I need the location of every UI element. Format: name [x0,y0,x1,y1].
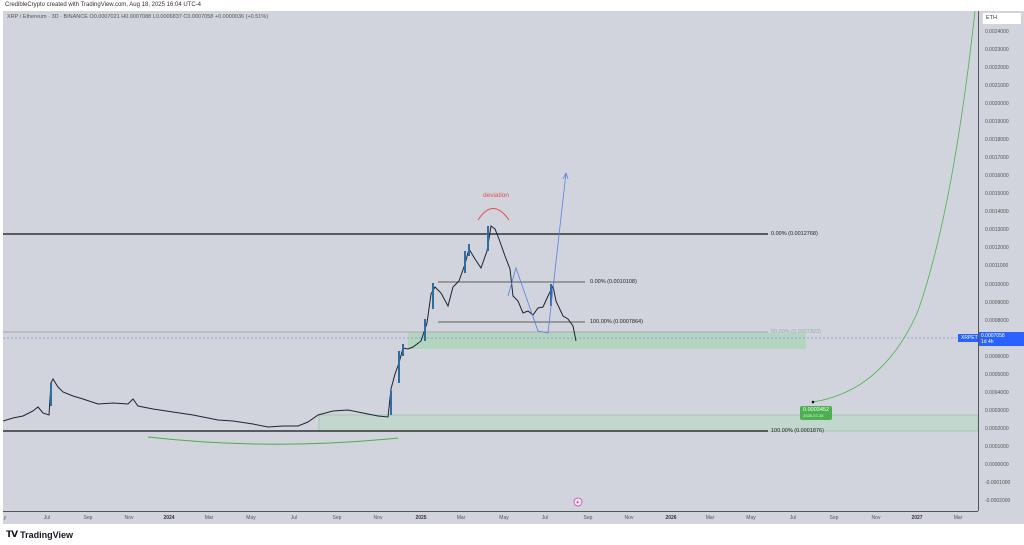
price-tick: 0.0023000 [985,46,1009,53]
price-tick: 0.0011000 [985,263,1009,270]
price-tick: 0.0002000 [985,425,1009,432]
price-tick: 0.0003000 [985,407,1009,414]
tradingview-logo-icon: 𝗧𝗩 [6,529,18,539]
price-tick: 0.0015000 [985,191,1009,198]
deviation-label: deviation [483,192,509,199]
price-tick: 0.0000000 [985,462,1009,468]
lower-zone [318,414,978,432]
time-tick: Mar [204,515,214,521]
chart-pane[interactable]: deviation ✦ 0.00% (0.0012768) 0.00% (0.0… [3,11,985,511]
tradingview-logo: 𝗧𝗩 TradingView [6,529,73,540]
time-tick: Sep [332,515,342,521]
price-tick: 0.0009000 [985,299,1009,306]
tradingview-logo-text: TradingView [20,529,73,540]
price-tick: -0.0002000 [985,498,1011,505]
time-tick: y [3,515,7,521]
time-tick: 2024 [163,515,175,521]
time-tick: Mar [456,515,466,521]
price-tick: 0.0021000 [985,82,1009,89]
time-tick: Mar [953,515,963,521]
price-tick: 0.0010000 [985,281,1009,288]
ohlc-open: O0.0007021 [89,14,120,20]
symbol-price-tag: XRPETH [958,334,985,342]
price-scale[interactable]: ETH 0.0024000 0.0023000 0.0022000 0.0021000… [978,11,1024,511]
time-tick: Sep [83,515,93,521]
price-tick: 0.0014000 [985,209,1009,216]
fib-label-local-100: 100.00% (0.0007864) [590,319,643,325]
price-tick: -0.0001000 [985,480,1011,487]
target-date: 2026-07-28 [803,413,824,418]
price-tick: 0.0008000 [985,317,1009,324]
time-tick: Nov [373,515,383,521]
svg-text:✦: ✦ [576,500,580,506]
price-tick: 0.0020000 [985,101,1009,107]
target-price-tag: 0.0003452 2026-07-28 [800,406,832,420]
time-tick: Jul [541,515,549,521]
currency-label: ETH [983,13,1021,24]
time-tick: May [499,515,509,521]
time-tick: Mar [705,515,715,521]
ohlc-high: H0.0007088 [121,14,152,20]
time-tick: 2026 [665,515,677,521]
price-tick: 0.0005000 [985,371,1009,378]
price-tick: 0.0012000 [985,245,1009,252]
price-tick: 0.0016000 [985,173,1009,180]
time-tick: 2027 [911,515,923,521]
fib-label-top-0: 0.00% (0.0012768) [771,231,818,237]
time-tick: May [246,515,256,521]
time-tick: Sep [583,515,593,521]
price-tick: 0.0017000 [985,155,1009,162]
time-axis[interactable]: y Jul Sep Nov 2024 Mar May Jul Sep Nov 2025 Mar May J… [3,511,978,525]
ohlc-close: C0.0007058 [183,14,214,20]
chart-frame: deviation ✦ 0.00% (0.0012768) 0.00% (0.0… [3,11,1024,524]
time-tick: Nov [124,515,134,521]
bar-countdown: 1d 4h [981,339,994,345]
current-price-tag: 0.0007058 1d 4h [979,332,1024,346]
time-tick: Jul [290,515,298,521]
time-tick: Sep [829,515,839,521]
chart-caption: CredibleCrypto created with TradingView.… [5,2,201,8]
price-tick: 0.0019000 [985,119,1009,126]
fib-label-local-0: 0.00% (0.0010108) [590,279,637,285]
ohlc-low: L0.0006837 [152,14,182,20]
ohlc-change: +0.0000036 (+0.51%) [214,14,269,20]
time-tick: 2025 [415,515,427,521]
upper-zone [408,333,806,349]
time-tick: Nov [624,515,634,521]
price-tick: 0.0001000 [985,443,1009,450]
time-tick: Nov [871,515,881,521]
chart-canvas: deviation ✦ [3,11,978,507]
fib-label-mid-50: 50.00% (0.0007323) [771,329,821,335]
symbol-legend: XRP / Ethereum · 3D · BINANCE O0.0007021… [7,14,268,20]
time-tick: Jul [789,515,797,521]
time-tick: Jul [43,515,51,521]
price-tick: 0.0024000 [985,28,1009,35]
symbol-name[interactable]: XRP / Ethereum · 3D · BINANCE [7,14,88,20]
price-tick: 0.0013000 [985,227,1009,234]
target-price: 0.0003452 [803,407,829,413]
price-tick: 0.0006000 [985,353,1009,360]
time-tick: May [746,515,756,521]
fib-label-bottom-100: 100.00% (0.0001876) [771,428,824,434]
current-price: 0.0007058 [981,333,1005,339]
price-tick: 0.0004000 [985,389,1009,396]
price-tick: 0.0022000 [985,64,1009,71]
price-tick: 0.0018000 [985,137,1009,144]
